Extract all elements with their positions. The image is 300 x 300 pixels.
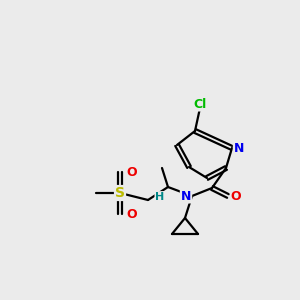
- Text: N: N: [181, 190, 191, 202]
- Text: N: N: [234, 142, 244, 154]
- Text: H: H: [155, 192, 165, 202]
- Text: S: S: [115, 186, 125, 200]
- Text: Cl: Cl: [194, 98, 207, 110]
- Text: O: O: [231, 190, 241, 202]
- Text: O: O: [127, 208, 137, 220]
- Text: O: O: [127, 166, 137, 178]
